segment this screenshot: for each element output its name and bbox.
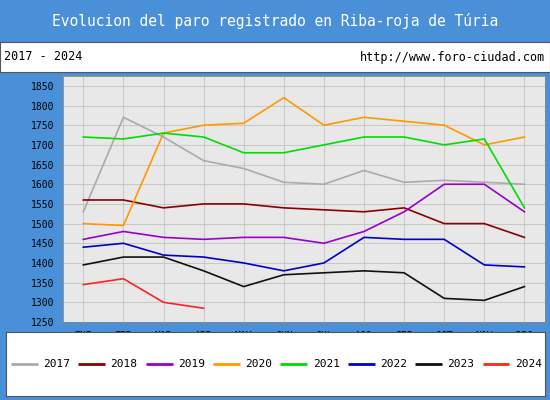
Text: 2017: 2017	[43, 359, 70, 369]
Text: 2023: 2023	[448, 359, 475, 369]
Text: 2019: 2019	[178, 359, 205, 369]
Text: 2024: 2024	[515, 359, 542, 369]
Text: 2020: 2020	[245, 359, 272, 369]
Text: 2021: 2021	[313, 359, 340, 369]
Text: http://www.foro-ciudad.com: http://www.foro-ciudad.com	[360, 50, 546, 64]
Text: 2017 - 2024: 2017 - 2024	[4, 50, 83, 64]
Text: 2018: 2018	[111, 359, 138, 369]
Text: Evolucion del paro registrado en Riba-roja de Túria: Evolucion del paro registrado en Riba-ro…	[52, 13, 498, 29]
Text: 2022: 2022	[380, 359, 407, 369]
